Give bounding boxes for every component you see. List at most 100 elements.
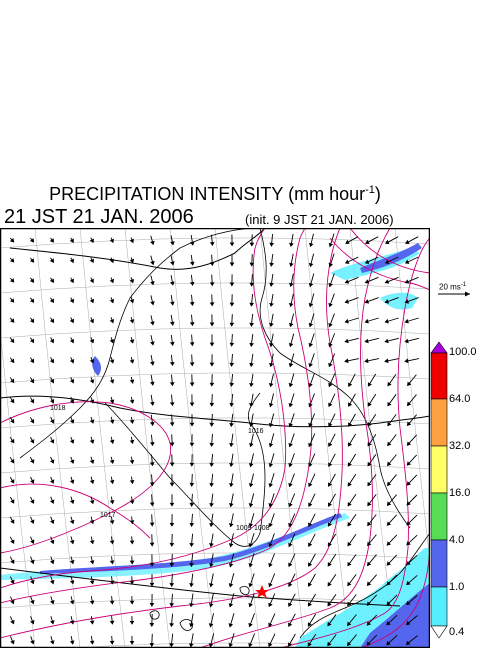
wind-vector-head xyxy=(169,542,175,547)
isobar xyxy=(0,228,313,604)
scale-band-4-16 xyxy=(430,492,448,541)
wind-vector-head xyxy=(189,281,195,286)
wind-vector-head xyxy=(89,580,95,585)
wind-vector-head xyxy=(228,523,234,528)
wind-vector-head xyxy=(384,279,390,284)
wind-vector-head xyxy=(69,560,75,565)
wind-vector-head xyxy=(149,562,155,567)
wind-vector-head xyxy=(268,383,274,388)
wind-vector-head xyxy=(229,442,234,448)
wind-vector-head xyxy=(405,620,411,626)
wind-vector-head xyxy=(307,622,312,627)
wind-vector-head xyxy=(149,522,155,527)
wind-vector-head xyxy=(229,342,235,347)
wind-vector-head xyxy=(150,361,155,366)
wind-vector-head xyxy=(109,479,115,485)
isobar xyxy=(279,237,430,648)
wind-vector-head xyxy=(288,602,293,607)
wind-vector-head xyxy=(249,282,255,287)
wind-vector-head xyxy=(348,402,353,407)
scale-band-64-100 xyxy=(430,352,448,400)
wind-vector-head xyxy=(307,602,313,607)
wind-vector-head xyxy=(129,500,135,505)
wind-vector-head xyxy=(189,322,195,327)
wind-vector-head xyxy=(89,499,95,505)
wind-vector-head xyxy=(170,241,175,246)
wind-vector-head xyxy=(69,499,75,505)
wind-vector-head xyxy=(169,602,175,608)
isobar-label: 1008 xyxy=(254,525,270,532)
wind-vector-head xyxy=(89,278,94,284)
wind-vector-head xyxy=(50,579,55,585)
wind-vector-head xyxy=(406,501,411,506)
wind-vector-head xyxy=(386,481,392,487)
wind-vector-head xyxy=(405,239,410,245)
wind-vector-head xyxy=(288,382,294,388)
wind-vector-head xyxy=(149,482,155,487)
wind-vector-head xyxy=(269,242,275,247)
wind-vector-head xyxy=(89,338,95,344)
parallel-line xyxy=(0,237,430,249)
wind-vector-head xyxy=(328,382,333,388)
wind-vector-head xyxy=(367,521,372,527)
wind-vector-head xyxy=(347,522,352,527)
wind-vector-head xyxy=(268,443,274,448)
wind-vector-head xyxy=(109,238,114,244)
wind-vector-head xyxy=(209,543,214,548)
wind-vector-head xyxy=(406,481,411,486)
wind-vector-head xyxy=(150,240,155,246)
wind-vector-head xyxy=(407,381,412,387)
wind-vector-head xyxy=(384,318,389,324)
wind-vector-head xyxy=(189,382,195,387)
wind-vector-head xyxy=(209,322,215,327)
wind-vector-head xyxy=(288,302,294,308)
wind-vector-head xyxy=(129,299,135,304)
wind-vector-head xyxy=(248,563,253,568)
wind-vector-head xyxy=(69,580,75,585)
wind-vector-head xyxy=(10,579,15,585)
wind-vector-head xyxy=(109,319,115,324)
scale-label-64: 64.0 xyxy=(449,393,471,405)
wind-vector-head xyxy=(346,641,352,647)
isobar xyxy=(0,401,172,554)
wind-vector-head xyxy=(209,482,214,488)
wind-vector-head xyxy=(189,301,195,307)
wind-vector-head xyxy=(288,582,293,588)
wind-vector-head xyxy=(169,462,175,467)
wind-vector-head xyxy=(367,441,372,447)
wind-vector-head xyxy=(188,643,194,648)
rain-northwest-spot xyxy=(92,356,102,376)
wind-vector-head xyxy=(308,382,313,388)
wind-vector-head xyxy=(169,382,175,387)
boundary-south xyxy=(0,567,401,607)
wind-vector-head xyxy=(89,238,94,244)
wind-vector-head xyxy=(49,539,55,545)
wind-vector-head xyxy=(10,519,15,524)
scale-band-0.4-1 xyxy=(430,586,448,627)
wind-vector-head xyxy=(129,620,135,625)
scale-label-32: 32.0 xyxy=(449,440,471,452)
isobar-label: 1017 xyxy=(100,512,116,519)
wind-vector-head xyxy=(229,503,234,508)
wind-vector-head xyxy=(229,422,234,428)
isobar xyxy=(0,228,287,589)
wind-vector-head xyxy=(404,259,410,264)
wind-vector-head xyxy=(268,602,273,608)
chart-title: PRECIPITATION INTENSITY (mm hour-1) xyxy=(0,184,430,205)
wind-vector-head xyxy=(109,540,115,545)
wind-vector-head xyxy=(347,442,353,447)
wind-vector-head xyxy=(308,422,313,428)
wind-vector-head xyxy=(209,502,214,508)
wind-vector-head xyxy=(404,358,409,364)
wind-vector-head xyxy=(30,459,35,464)
wind-vector-head xyxy=(268,402,274,408)
wind-vector-head xyxy=(344,358,349,364)
wind-vector-head xyxy=(170,281,175,286)
wind-vector-head xyxy=(386,640,391,646)
wind-vector-head xyxy=(10,639,15,645)
wind-vector-head xyxy=(308,322,314,328)
wind-vector-head xyxy=(367,481,372,487)
wind-vector-head xyxy=(268,503,274,508)
wind-vector-head xyxy=(328,362,333,368)
wind-vector-head xyxy=(209,563,214,568)
